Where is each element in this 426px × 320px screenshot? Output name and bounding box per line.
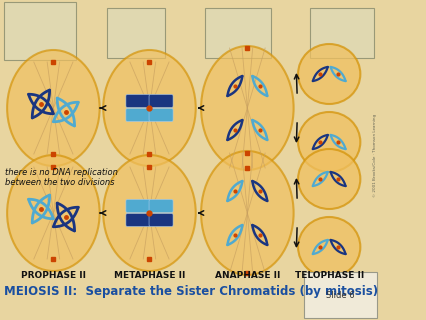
Ellipse shape (7, 50, 99, 166)
Ellipse shape (7, 155, 99, 271)
Ellipse shape (297, 149, 360, 209)
Ellipse shape (103, 155, 195, 271)
Text: MEIOSIS II:  Separate the Sister Chromatids (by mitosis): MEIOSIS II: Separate the Sister Chromati… (4, 285, 378, 298)
FancyBboxPatch shape (309, 8, 373, 58)
FancyBboxPatch shape (126, 213, 150, 227)
Ellipse shape (201, 46, 293, 170)
FancyBboxPatch shape (149, 199, 173, 212)
Text: Slide 6: Slide 6 (326, 291, 354, 300)
Ellipse shape (297, 112, 360, 172)
Text: there is no DNA replication
between the two divisions: there is no DNA replication between the … (6, 168, 118, 188)
Text: © 2001 Brooks/Cole · Thomson Learning: © 2001 Brooks/Cole · Thomson Learning (373, 113, 377, 196)
FancyBboxPatch shape (149, 94, 173, 108)
FancyBboxPatch shape (4, 2, 75, 60)
FancyBboxPatch shape (106, 8, 164, 58)
Text: TELOPHASE II: TELOPHASE II (294, 271, 363, 280)
Ellipse shape (103, 50, 195, 166)
Text: ANAPHASE II: ANAPHASE II (214, 271, 279, 280)
FancyBboxPatch shape (149, 213, 173, 227)
FancyBboxPatch shape (126, 94, 150, 108)
Ellipse shape (297, 44, 360, 104)
FancyBboxPatch shape (304, 272, 377, 318)
FancyBboxPatch shape (204, 8, 271, 58)
Text: METAPHASE II: METAPHASE II (113, 271, 185, 280)
FancyBboxPatch shape (149, 108, 173, 122)
FancyBboxPatch shape (126, 108, 150, 122)
Ellipse shape (297, 217, 360, 277)
FancyBboxPatch shape (126, 199, 150, 212)
Ellipse shape (201, 151, 293, 275)
Text: PROPHASE II: PROPHASE II (21, 271, 86, 280)
